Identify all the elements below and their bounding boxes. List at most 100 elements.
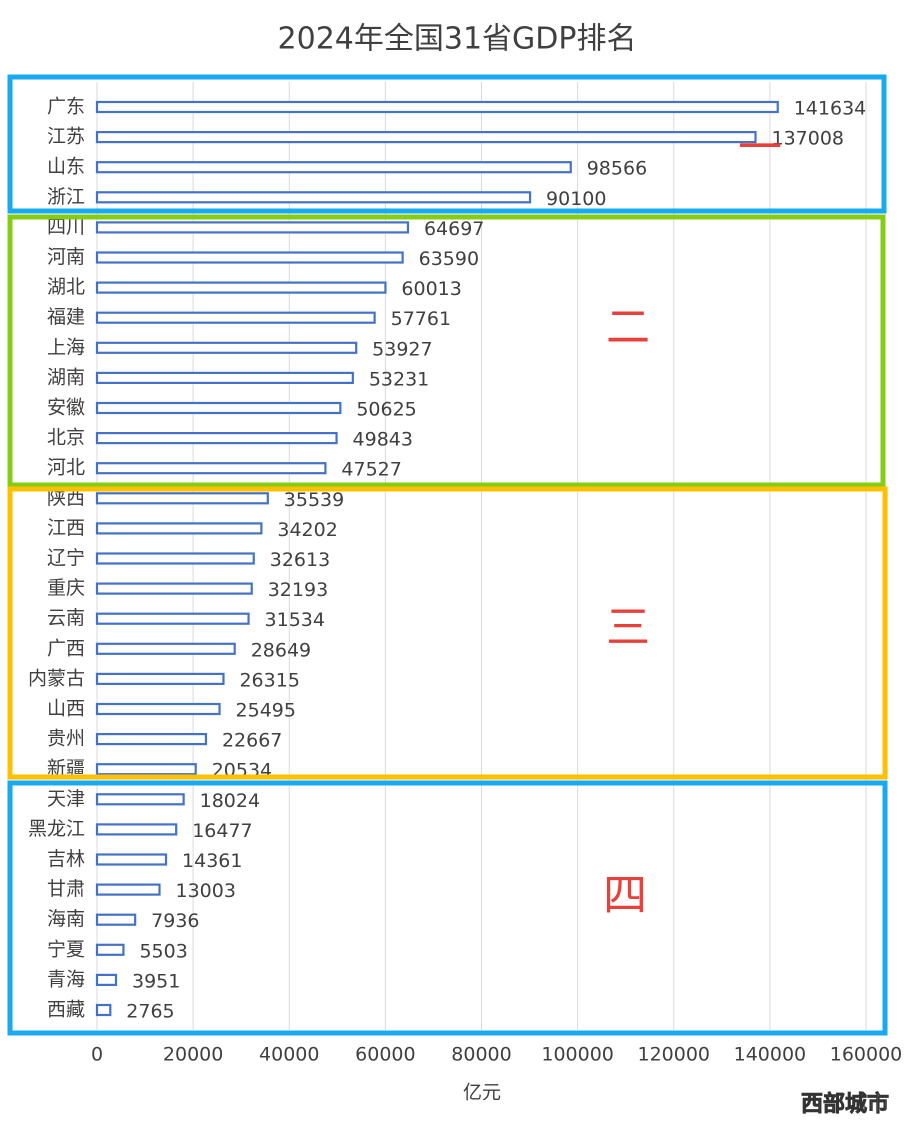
value-label: 7936 bbox=[151, 910, 199, 932]
x-tick-label: 100000 bbox=[541, 1044, 614, 1066]
value-label: 32613 bbox=[270, 549, 330, 571]
plot-area: 0 20000 40000 60000 80000 100000 120000 140000 1… bbox=[28, 82, 902, 1066]
bar bbox=[95, 311, 376, 324]
y-tick-label: 青海 bbox=[47, 968, 85, 990]
x-tick-label: 80000 bbox=[451, 1044, 511, 1066]
y-tick-label: 云南 bbox=[47, 607, 85, 629]
value-label: 31534 bbox=[265, 609, 325, 631]
value-label: 60013 bbox=[401, 278, 461, 300]
y-tick-label: 贵州 bbox=[47, 728, 85, 750]
bar bbox=[95, 371, 354, 384]
tier-label: 三 bbox=[606, 602, 650, 653]
y-tick-label: 辽宁 bbox=[47, 547, 85, 569]
value-label: 35539 bbox=[284, 489, 344, 511]
value-label: 50625 bbox=[356, 399, 416, 421]
bar bbox=[95, 552, 255, 565]
y-tick-label: 安徽 bbox=[47, 397, 85, 419]
value-label: 22667 bbox=[222, 730, 282, 752]
bar bbox=[95, 401, 342, 415]
bar bbox=[95, 702, 221, 716]
y-tick-label: 四川 bbox=[47, 216, 85, 238]
value-label: 16477 bbox=[192, 820, 252, 842]
y-tick-label: 海南 bbox=[47, 908, 85, 930]
y-tick-label: 山西 bbox=[47, 698, 85, 720]
bar bbox=[95, 462, 327, 475]
bar bbox=[95, 522, 263, 535]
tier-label: 四 bbox=[603, 870, 647, 921]
y-tick-label: 上海 bbox=[47, 336, 85, 358]
value-label: 13003 bbox=[175, 880, 235, 902]
bar bbox=[95, 823, 178, 836]
y-tick-label: 河南 bbox=[47, 246, 85, 268]
y-tick-label: 湖南 bbox=[47, 366, 85, 388]
value-label: 57761 bbox=[391, 308, 451, 330]
value-label: 2765 bbox=[126, 1001, 174, 1023]
y-tick-label: 甘肃 bbox=[47, 878, 85, 900]
value-label: 34202 bbox=[277, 519, 337, 541]
bar bbox=[95, 763, 197, 776]
value-label: 137008 bbox=[771, 128, 844, 150]
bar bbox=[95, 161, 572, 174]
bar bbox=[95, 883, 161, 896]
x-tick-label: 140000 bbox=[734, 1044, 807, 1066]
bar bbox=[95, 973, 118, 987]
value-label: 25495 bbox=[236, 700, 296, 722]
y-tick-label: 吉林 bbox=[47, 848, 85, 870]
bar bbox=[95, 492, 269, 505]
y-tick-label: 黑龙江 bbox=[28, 818, 85, 840]
x-tick-label: 120000 bbox=[637, 1044, 710, 1066]
y-tick-label: 西藏 bbox=[47, 999, 85, 1021]
bar bbox=[95, 1003, 112, 1017]
bar bbox=[95, 432, 338, 445]
value-label: 18024 bbox=[200, 790, 260, 812]
value-label: 141634 bbox=[794, 98, 867, 120]
y-tick-label: 新疆 bbox=[47, 758, 85, 780]
value-label: 53927 bbox=[372, 338, 432, 360]
tier-label: 一 bbox=[738, 122, 782, 173]
chart-title: 2024年全国31省GDP排名 bbox=[278, 22, 637, 57]
value-label: 5503 bbox=[139, 940, 187, 962]
bar bbox=[95, 642, 236, 655]
bar bbox=[95, 582, 253, 595]
y-tick-label: 湖北 bbox=[47, 276, 85, 298]
y-tick-label: 浙江 bbox=[47, 186, 85, 208]
x-axis-label: 亿元 bbox=[463, 1082, 501, 1104]
y-tick-label: 河北 bbox=[47, 457, 85, 479]
value-label: 14361 bbox=[182, 850, 242, 872]
value-label: 3951 bbox=[132, 970, 180, 992]
bar bbox=[95, 131, 757, 144]
bar bbox=[95, 793, 185, 806]
value-label: 28649 bbox=[251, 639, 311, 661]
bar bbox=[95, 913, 137, 926]
y-tick-label: 福建 bbox=[47, 306, 85, 328]
bar bbox=[95, 100, 779, 114]
value-label: 98566 bbox=[587, 158, 647, 180]
y-tick-label: 北京 bbox=[47, 427, 85, 449]
y-tick-label: 重庆 bbox=[47, 577, 85, 599]
value-label: 49843 bbox=[353, 429, 413, 451]
bar bbox=[95, 281, 387, 294]
bar bbox=[95, 191, 532, 204]
bar bbox=[95, 612, 250, 625]
y-tick-label: 江西 bbox=[47, 517, 85, 539]
tier-box bbox=[7, 486, 888, 780]
y-tick-label: 天津 bbox=[47, 788, 85, 810]
x-tick-label: 20000 bbox=[163, 1044, 223, 1066]
watermark: 西部城市 bbox=[801, 1091, 889, 1117]
x-tick-label: 60000 bbox=[355, 1044, 415, 1066]
y-tick-label: 江苏 bbox=[47, 126, 85, 148]
y-tick-label: 广东 bbox=[47, 96, 85, 118]
x-tick-label: 40000 bbox=[259, 1044, 319, 1066]
bar bbox=[95, 732, 208, 746]
x-tick-label: 160000 bbox=[830, 1044, 903, 1066]
value-label: 53231 bbox=[369, 368, 429, 390]
value-label: 63590 bbox=[419, 248, 479, 270]
value-label: 32193 bbox=[268, 579, 328, 601]
y-tick-label: 陕西 bbox=[47, 487, 85, 509]
y-tick-label: 山东 bbox=[47, 156, 85, 178]
value-label: 47527 bbox=[341, 459, 401, 481]
tier-label: 二 bbox=[606, 302, 650, 353]
